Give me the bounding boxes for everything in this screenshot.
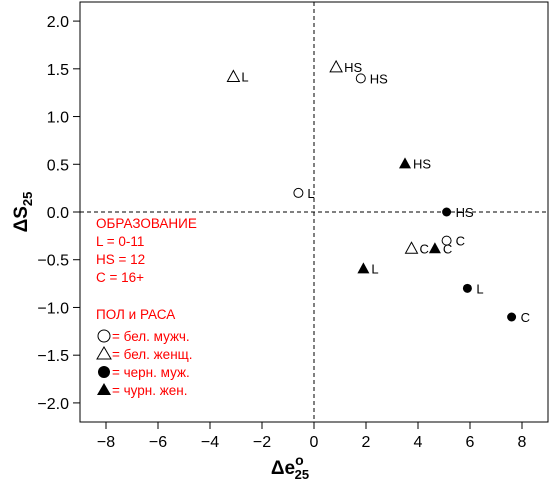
y-tick-label: 0.5 bbox=[47, 157, 69, 174]
y-tick-label: 2.0 bbox=[47, 14, 69, 31]
data-point-label: C bbox=[420, 241, 429, 256]
legend-education-item: HS = 12 bbox=[96, 252, 145, 267]
y-tick-label: 0.0 bbox=[47, 205, 69, 222]
legend-education-title: ОБРАЗОВАНИЕ bbox=[96, 216, 197, 231]
legend-education-item: C = 16+ bbox=[96, 270, 144, 285]
data-point-triangle-open bbox=[226, 69, 241, 82]
x-tick-label: 8 bbox=[518, 434, 527, 451]
y-tick-label: −1.0 bbox=[37, 300, 69, 317]
x-tick-label: 0 bbox=[310, 434, 319, 451]
data-point-triangle-open bbox=[404, 241, 419, 254]
data-point-label: C bbox=[521, 310, 530, 325]
data-point-label: C bbox=[443, 241, 452, 256]
legend-group-item: = бел. женщ. bbox=[112, 347, 193, 362]
data-point-circle-open bbox=[355, 73, 366, 84]
data-point-triangle-filled bbox=[428, 242, 441, 254]
y-tick-label: 1.0 bbox=[47, 110, 69, 127]
x-tick-label: −4 bbox=[201, 434, 219, 451]
data-point-label: L bbox=[241, 69, 248, 84]
legend-triangle-filled-marker bbox=[97, 383, 111, 395]
y-axis: −2.0 −1.5 −1.0 −0.5 0.0 0.5 1.0 1.5 2.0 bbox=[37, 14, 80, 413]
data-point-triangle-filled bbox=[399, 157, 411, 169]
legend: ОБРАЗОВАНИЕ L = 0-11 HS = 12 C = 16+ ПОЛ… bbox=[96, 216, 197, 398]
x-tick-label: −8 bbox=[97, 434, 115, 451]
legend-circle-filled-marker bbox=[98, 366, 110, 378]
data-point-label: HS bbox=[344, 60, 362, 75]
data-point-label: L bbox=[371, 261, 378, 276]
data-point-label: C bbox=[456, 234, 465, 249]
svg-text:ΔS25: ΔS25 bbox=[11, 192, 35, 233]
y-tick-label: 1.5 bbox=[47, 62, 69, 79]
legend-triangle-open-marker bbox=[96, 346, 112, 360]
legend-group-item: = чурн. жен. bbox=[112, 383, 187, 398]
data-point-label: L bbox=[307, 186, 314, 201]
reference-lines bbox=[80, 2, 548, 422]
x-tick-label: 6 bbox=[466, 434, 475, 451]
x-tick-label: −2 bbox=[253, 434, 271, 451]
y-axis-title: ΔS25 bbox=[11, 192, 35, 233]
x-tick-label: 4 bbox=[414, 434, 423, 451]
data-point-triangle-filled bbox=[357, 262, 370, 274]
legend-group-title: ПОЛ и РАСА bbox=[96, 307, 175, 322]
data-point-triangle-open bbox=[329, 59, 343, 73]
x-tick-label: −6 bbox=[149, 434, 167, 451]
data-point-circle-filled bbox=[462, 283, 472, 293]
x-axis-title: Δeo 25 bbox=[271, 452, 309, 481]
legend-circle-open-marker bbox=[97, 329, 111, 343]
data-point-circle-open bbox=[441, 235, 452, 246]
legend-group-item: = черн. муж. bbox=[112, 365, 190, 380]
data-point-circle-filled bbox=[442, 207, 452, 217]
data-point-label: L bbox=[476, 281, 483, 296]
data-point-label: HS bbox=[370, 71, 388, 86]
data-point-label: HS bbox=[456, 205, 474, 220]
data-point-circle-open bbox=[293, 187, 304, 198]
x-tick-label: 2 bbox=[362, 434, 371, 451]
data-point-circle-filled bbox=[507, 312, 517, 322]
x-axis: −8 −6 −4 −2 0 2 4 6 8 bbox=[97, 422, 527, 451]
y-tick-label: −2.0 bbox=[37, 396, 69, 413]
y-tick-label: −0.5 bbox=[37, 253, 69, 270]
legend-education-item: L = 0-11 bbox=[96, 234, 144, 249]
legend-group-item: = бел. мужч. bbox=[112, 329, 190, 344]
y-tick-label: −1.5 bbox=[37, 348, 69, 365]
data-point-label: HS bbox=[413, 156, 431, 171]
